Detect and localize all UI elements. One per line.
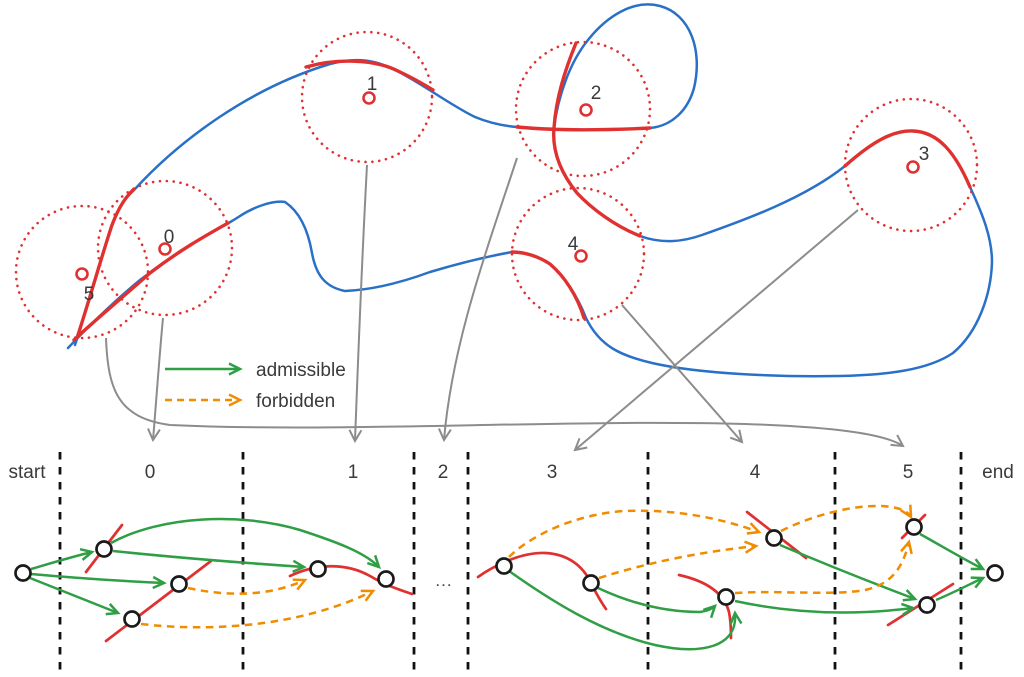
- timeline-label-end: end: [982, 462, 1014, 483]
- admissible-edge-d-end: [919, 532, 986, 571]
- waypoint-region-3: [843, 97, 979, 233]
- legend-forbidden-label: forbidden: [256, 391, 335, 412]
- segment-circle-1: [304, 59, 435, 92]
- graph-node-4b: [717, 588, 735, 606]
- waypoint-region-5: [14, 204, 150, 340]
- forbidden-edge-b-c: [598, 540, 759, 580]
- waypoint-centers: [75, 91, 920, 281]
- admissible-edge-g-e: [734, 599, 916, 616]
- segment-circle-3: [843, 129, 972, 189]
- segment-circle-2-vertical: [552, 41, 642, 238]
- legend: admissible forbidden: [165, 360, 346, 412]
- forbidden-edge-j-l: [140, 589, 376, 629]
- crossing-node-g: [677, 573, 733, 640]
- waypoint-center-0: [158, 242, 172, 256]
- forbidden-edge-g-d: [734, 539, 913, 595]
- admissible-edge-c-e: [779, 543, 918, 602]
- forbidden-edge-a-c: [508, 509, 762, 558]
- waypoint-labels: 0 1 2 3 4 5: [84, 74, 930, 305]
- waypoint-label-1: 1: [367, 74, 378, 95]
- timeline-label-2: 2: [438, 462, 449, 483]
- path-segments-in-circles: [72, 41, 972, 342]
- admissible-edge-start-j: [29, 576, 121, 616]
- waypoint-region-0: [96, 179, 234, 317]
- waypoint-center-4: [574, 249, 588, 263]
- waypoint-label-3: 3: [919, 144, 930, 165]
- elided-columns-ellipsis: ...: [435, 571, 452, 590]
- timeline-label-5: 5: [903, 462, 914, 483]
- graph-node-0c: [123, 610, 141, 628]
- legend-admissible-label: admissible: [256, 360, 346, 381]
- waypoint-center-3: [906, 160, 920, 174]
- waypoint-label-4: 4: [568, 234, 579, 255]
- admissible-edge-start-i: [30, 572, 167, 590]
- graph-node-1a: [309, 560, 327, 578]
- waypoint-region-4: [510, 186, 646, 322]
- segment-circle-2-horizontal: [515, 125, 652, 132]
- connector-arrow-2: [438, 157, 518, 443]
- connector-arrow-5: [105, 337, 905, 448]
- robot-path: [66, 3, 994, 378]
- segment-circle-5-0-upper: [75, 187, 136, 340]
- admissible-edges: [29, 517, 986, 651]
- connector-arrow-1: [348, 164, 368, 444]
- admissible-edge-e-end: [935, 576, 986, 602]
- forbidden-edge-c-d: [780, 504, 913, 533]
- graph-node-0a: [95, 540, 113, 558]
- waypoint-center-1: [362, 91, 376, 105]
- segment-circle-4: [510, 250, 586, 320]
- connector-arrow-0: [147, 317, 164, 443]
- connector-arrow-3: [573, 209, 859, 452]
- timeline-label-start: start: [9, 462, 47, 483]
- admissible-edge-b-g: [597, 586, 717, 619]
- waypoint-label-5: 5: [84, 284, 95, 305]
- graph-node-4a: [765, 529, 783, 547]
- segment-circle-5-0-lower: [72, 221, 230, 342]
- graph-node-3a: [495, 557, 513, 575]
- waypoint-center-5: [75, 267, 89, 281]
- timeline-label-3: 3: [547, 462, 558, 483]
- timeline-label-0: 0: [145, 462, 156, 483]
- graph-node-start: [14, 564, 32, 582]
- node-crossing-segments: [84, 510, 955, 643]
- waypoint-label-0: 0: [164, 227, 175, 248]
- waypoint-regions: [14, 30, 979, 340]
- admissible-edge-start-h: [30, 547, 95, 571]
- graph-node-3b: [582, 574, 600, 592]
- admissible-edge-h-l: [110, 517, 381, 569]
- timeline-label-4: 4: [750, 462, 761, 483]
- connector-arrow-4: [621, 304, 744, 444]
- waypoint-region-1: [300, 30, 434, 164]
- waypoint-label-2: 2: [591, 83, 602, 104]
- waypoint-region-2: [514, 40, 652, 178]
- forbidden-edge-i-k: [187, 578, 308, 595]
- timeline-label-1: 1: [348, 462, 359, 483]
- graph-node-5a: [905, 518, 923, 536]
- crossing-nodes-i-j: [104, 559, 213, 643]
- graph-node-end: [986, 564, 1004, 582]
- waypoint-center-2: [579, 103, 593, 117]
- circle-to-column-connectors: [105, 157, 905, 452]
- graph-node-1b: [377, 570, 395, 588]
- graph-nodes: [14, 518, 1004, 628]
- admissible-edge-a-g: [508, 569, 743, 651]
- graph-node-5b: [918, 596, 936, 614]
- graph-node-0b: [170, 575, 188, 593]
- admissible-edge-h-k: [112, 549, 307, 573]
- forbidden-edges: [140, 504, 913, 629]
- timeline-labels: start 0 1 2 3 4 5 end: [9, 462, 1014, 483]
